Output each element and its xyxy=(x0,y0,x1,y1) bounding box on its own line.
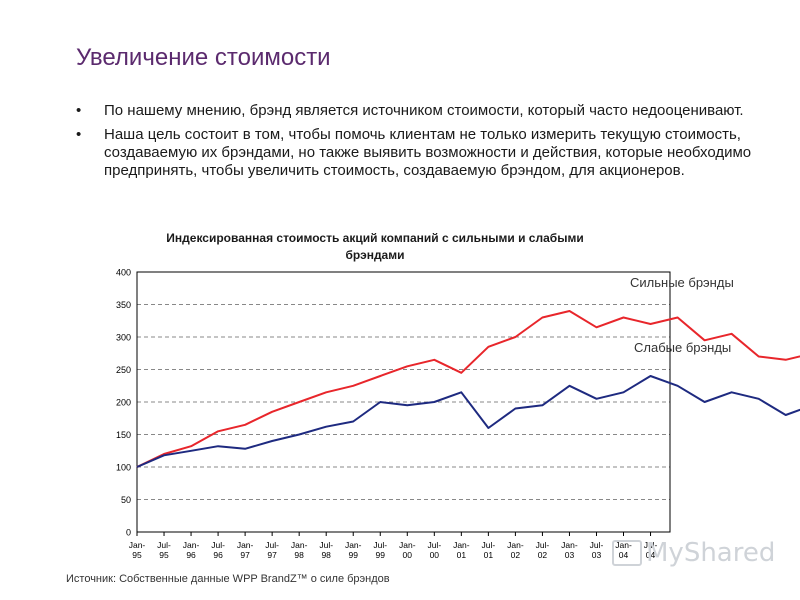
x-tick-label: Jan-99 xyxy=(345,540,362,560)
bullet-text: Наша цель состоит в том, чтобы помочь кл… xyxy=(104,126,752,179)
bullet-item: • Наша цель состоит в том, чтобы помочь … xyxy=(76,126,756,180)
x-tick-label: Jul-99 xyxy=(373,540,387,560)
y-tick-label: 350 xyxy=(116,300,131,310)
x-tick-label: Jan-00 xyxy=(399,540,416,560)
legend-strong-brands: Сильные брэнды xyxy=(630,275,734,290)
chart-title: Индексированная стоимость акций компаний… xyxy=(166,231,584,262)
series-strong-brands-line xyxy=(136,310,800,468)
bullet-list: • По нашему мнению, брэнд является источ… xyxy=(76,102,756,186)
watermark-text: MyShared xyxy=(646,538,776,568)
y-tick-label: 100 xyxy=(116,463,131,473)
y-tick-label: 0 xyxy=(126,528,131,538)
bullet-dot: • xyxy=(76,102,82,119)
plot-area-frame xyxy=(136,271,671,533)
x-tick-label: Jan-01 xyxy=(453,540,470,560)
legend-weak-brands: Слабые брэнды xyxy=(634,340,732,355)
x-tick-label: Jan-95 xyxy=(129,540,146,560)
x-tick-label: Jul-00 xyxy=(427,540,441,560)
y-tick-label: 150 xyxy=(116,430,131,440)
x-tick-label: Jul-01 xyxy=(482,540,496,560)
x-tick-label: Jan-98 xyxy=(291,540,308,560)
x-tick-label: Jan-97 xyxy=(237,540,254,560)
bullet-text: По нашему мнению, брэнд является источни… xyxy=(104,102,744,119)
slide-title: Увеличение стоимости xyxy=(76,44,331,71)
y-tick-label: 50 xyxy=(121,495,131,505)
y-tick-label: 200 xyxy=(116,398,131,408)
x-tick-label: Jan-02 xyxy=(507,540,524,560)
x-tick-label: Jan-96 xyxy=(183,540,200,560)
watermark-icon xyxy=(612,540,642,566)
watermark-logo: MyShared xyxy=(612,538,782,572)
source-note: Источник: Собственные данные WPP BrandZ™… xyxy=(66,573,390,585)
x-tick-label: Jan-03 xyxy=(561,540,578,560)
y-tick-label: 300 xyxy=(116,333,131,343)
series-weak-brands-line xyxy=(136,375,800,468)
x-tick-label: Jul-04 xyxy=(644,540,658,560)
x-tick-label: Jul-95 xyxy=(157,540,171,560)
bullet-dot: • xyxy=(76,126,82,143)
x-tick-label: Jul-03 xyxy=(590,540,604,560)
y-tick-label: 400 xyxy=(116,268,131,278)
x-tick-label: Jan-04 xyxy=(615,540,632,560)
x-tick-label: Jul-02 xyxy=(536,540,550,560)
bullet-item: • По нашему мнению, брэнд является источ… xyxy=(76,102,756,120)
x-tick-label: Jul-98 xyxy=(319,540,333,560)
y-tick-label: 250 xyxy=(116,365,131,375)
x-tick-label: Jul-97 xyxy=(265,540,279,560)
x-tick-label: Jul-96 xyxy=(211,540,225,560)
